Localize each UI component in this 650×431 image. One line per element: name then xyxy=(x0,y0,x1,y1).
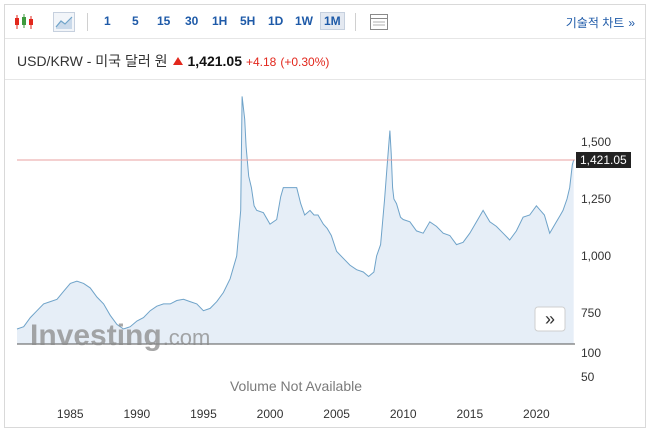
technical-chart-label: 기술적 차트 xyxy=(565,16,625,30)
timeframe-30[interactable]: 30 xyxy=(185,14,199,28)
timeframe-15[interactable]: 15 xyxy=(157,14,171,28)
double-chevron-right-icon: » xyxy=(545,309,555,329)
last-price-label: 1,421.05 xyxy=(580,153,627,167)
x-tick-label: 2020 xyxy=(523,407,550,421)
header-divider xyxy=(5,79,645,80)
price-chart: Investing .com Volume Not Available » 1,… xyxy=(16,96,631,421)
watermark-domain: .com xyxy=(163,325,211,350)
current-price: 1,421.05 xyxy=(187,53,242,69)
volume-tick-label: 50 xyxy=(581,370,595,384)
x-tick-label: 2015 xyxy=(456,407,483,421)
timeframe-1d[interactable]: 1D xyxy=(268,14,284,28)
timeframe-1[interactable]: 1 xyxy=(104,14,111,28)
price-change: +4.18 xyxy=(245,55,277,69)
x-tick-label: 1985 xyxy=(57,407,84,421)
price-area-fill xyxy=(17,96,574,345)
y-tick-label: 1,500 xyxy=(581,135,611,149)
last-price-badge xyxy=(576,152,631,169)
x-tick-label: 2000 xyxy=(257,407,284,421)
candlestick-icon[interactable] xyxy=(13,12,35,32)
scroll-right-button-box[interactable] xyxy=(534,306,566,332)
volume-tick-label: 100 xyxy=(581,346,601,360)
timeframe-5[interactable]: 5 xyxy=(132,14,139,28)
instrument-name: USD/KRW - 미국 달러 원 xyxy=(17,53,168,69)
y-tick-label: 1,000 xyxy=(581,249,611,263)
timeframe-5h[interactable]: 5H xyxy=(240,14,256,28)
table-icon[interactable] xyxy=(368,12,390,32)
price-change-percent: (+0.30%) xyxy=(280,55,330,69)
investing-watermark: Investing .com xyxy=(30,319,210,352)
technical-chart-link[interactable]: 기술적 차트» xyxy=(566,14,635,31)
scroll-right-button[interactable]: » xyxy=(534,306,566,332)
x-tick-label: 2010 xyxy=(390,407,417,421)
price-line xyxy=(16,96,575,330)
x-tick-label: 2005 xyxy=(323,407,350,421)
x-tick-label: 1995 xyxy=(190,407,217,421)
x-tick-label: 1990 xyxy=(124,407,151,421)
chart-frame: 1 5 15 30 1H 5H 1D 1W 1M 기술적 차트» USD/KRW… xyxy=(4,4,646,428)
timeframe-1h[interactable]: 1H xyxy=(212,14,228,28)
instrument-header: USD/KRW - 미국 달러 원 1,421.05 +4.18 (+0.30%) xyxy=(17,51,329,71)
toolbar-separator xyxy=(355,13,356,31)
area-chart-icon[interactable] xyxy=(53,12,75,32)
toolbar-separator xyxy=(87,13,88,31)
double-chevron-right-icon: » xyxy=(628,16,635,30)
y-tick-label: 1,250 xyxy=(581,192,611,206)
y-tick-label: 750 xyxy=(581,306,601,320)
timeframe-1w[interactable]: 1W xyxy=(295,14,313,28)
chart-toolbar: 1 5 15 30 1H 5H 1D 1W 1M 기술적 차트» xyxy=(5,5,645,39)
arrow-up-icon xyxy=(173,57,184,65)
volume-unavailable-text: Volume Not Available xyxy=(230,378,362,394)
timeframe-1m[interactable]: 1M xyxy=(320,12,345,30)
watermark-brand: Investing xyxy=(30,319,162,352)
